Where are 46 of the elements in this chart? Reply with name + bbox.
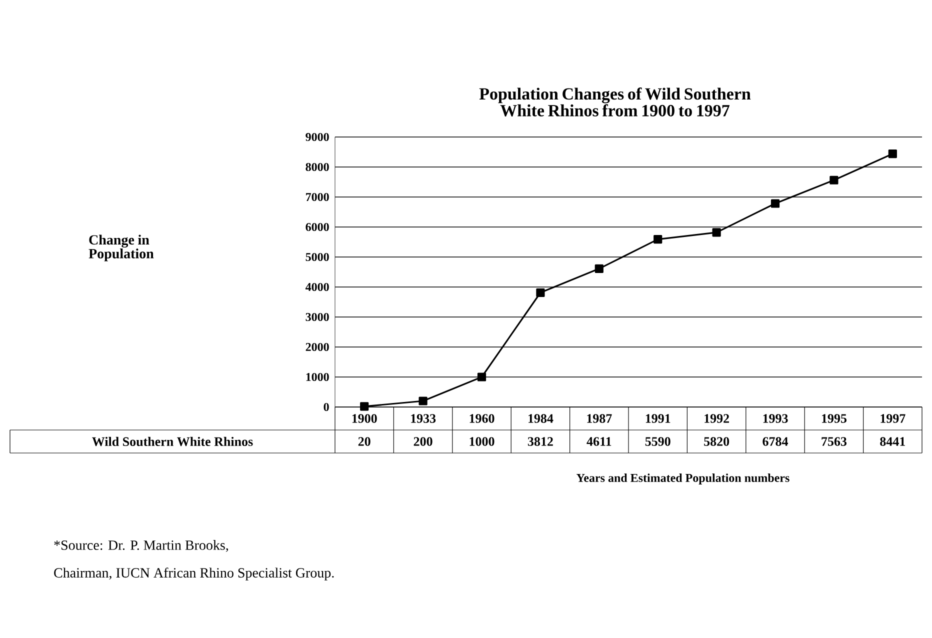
x-tick-label: 1987 [587, 414, 612, 423]
y-tick-label: 5000 [306, 252, 329, 262]
y-tick-label: 6000 [306, 222, 329, 232]
data-label: 200 [414, 437, 432, 446]
point [477, 372, 486, 382]
point [770, 199, 780, 208]
x-tick-label: 1993 [763, 414, 788, 423]
x-tick-label: 1991 [646, 414, 670, 423]
x-tick-label: 1960 [470, 414, 494, 423]
data-label: 1000 [470, 437, 494, 446]
y-tick-label: 7000 [306, 192, 329, 202]
data-label: 6784 [762, 437, 788, 446]
point [654, 235, 662, 244]
point [712, 228, 721, 237]
y-tick-label: 3000 [306, 312, 329, 322]
data-label: 5820 [704, 437, 730, 446]
point [888, 149, 897, 158]
data-label: 8441 [880, 437, 905, 446]
data-label: 5590 [645, 437, 670, 446]
data-label: 7563 [822, 437, 847, 446]
x-tick-label: 1900 [352, 414, 377, 423]
x-axis-title: Years and Estimated Population numbers [576, 474, 790, 484]
y-tick-label: 1000 [306, 372, 329, 382]
text: Chairman, IUCN African Rhino Specialist Group. [54, 568, 334, 580]
y-tick-label: 2000 [306, 342, 329, 352]
y-tick-label: 0 [324, 402, 329, 412]
point [536, 288, 545, 297]
text: Change in Population [88, 234, 154, 262]
data-label: 20 [358, 437, 370, 446]
data-label: 4611 [586, 437, 612, 446]
y-tick-label: 9000 [306, 132, 329, 142]
text: *Source: Dr. P. Martin Brooks, [54, 540, 228, 552]
point [594, 264, 604, 273]
x-tick-label: 1992 [704, 414, 729, 423]
x-tick-label: 1997 [880, 414, 906, 423]
x-tick-label: 1984 [528, 414, 554, 423]
point [830, 176, 838, 184]
x-tick-label: 1933 [411, 414, 436, 423]
data-label: 3812 [528, 437, 553, 446]
point [360, 402, 369, 411]
text: Wild Southern White Rhinos [92, 436, 253, 446]
chart-title: Population Changes of Wild Southern White Rhinos from 1900 to 1997 [479, 88, 751, 116]
point [418, 396, 428, 406]
y-tick-label: 8000 [306, 162, 329, 172]
x-tick-label: 1995 [822, 414, 846, 423]
y-tick-label: 4000 [305, 282, 329, 292]
